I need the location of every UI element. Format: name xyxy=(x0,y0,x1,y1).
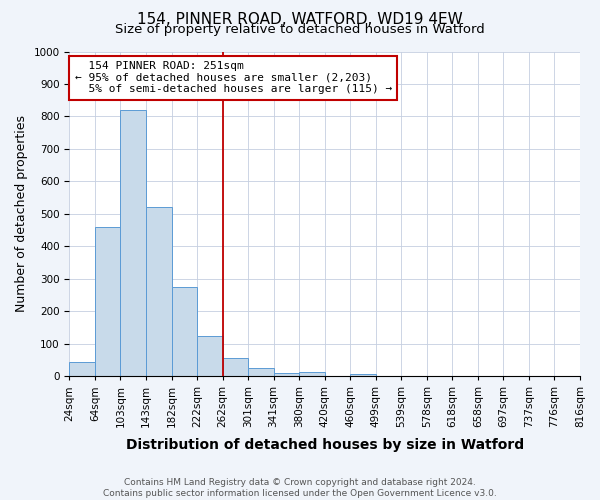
Text: 154 PINNER ROAD: 251sqm
← 95% of detached houses are smaller (2,203)
  5% of sem: 154 PINNER ROAD: 251sqm ← 95% of detache… xyxy=(74,61,392,94)
Bar xyxy=(299,372,325,376)
Bar xyxy=(70,362,95,376)
X-axis label: Distribution of detached houses by size in Watford: Distribution of detached houses by size … xyxy=(125,438,524,452)
Bar xyxy=(121,110,146,376)
Text: Contains HM Land Registry data © Crown copyright and database right 2024.
Contai: Contains HM Land Registry data © Crown c… xyxy=(103,478,497,498)
Y-axis label: Number of detached properties: Number of detached properties xyxy=(15,116,28,312)
Bar xyxy=(146,208,172,376)
Bar xyxy=(197,336,223,376)
Text: Size of property relative to detached houses in Watford: Size of property relative to detached ho… xyxy=(115,22,485,36)
Bar xyxy=(350,374,376,376)
Bar xyxy=(172,287,197,376)
Bar xyxy=(248,368,274,376)
Text: 154, PINNER ROAD, WATFORD, WD19 4EW: 154, PINNER ROAD, WATFORD, WD19 4EW xyxy=(137,12,463,26)
Bar xyxy=(223,358,248,376)
Bar xyxy=(274,373,299,376)
Bar xyxy=(95,227,121,376)
